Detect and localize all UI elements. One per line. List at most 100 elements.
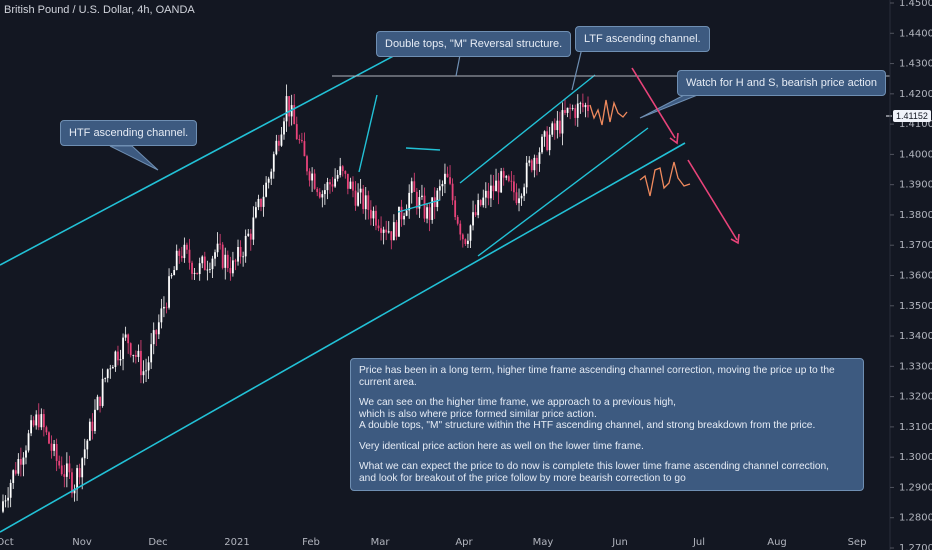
candle-body [239, 246, 242, 257]
candle-body [50, 443, 53, 451]
candle-body [17, 459, 20, 474]
candle-body [551, 123, 554, 135]
candle-body [553, 123, 556, 131]
candle-body [30, 420, 33, 434]
candle-body [507, 176, 510, 181]
candle-body [272, 154, 275, 172]
candle-body [255, 207, 257, 218]
annotation-htf-channel[interactable]: HTF ascending channel. [60, 120, 198, 146]
annotation-ltf-channel[interactable]: LTF ascending channel. [575, 26, 710, 52]
candle-body [438, 186, 441, 191]
candle-body [265, 182, 268, 197]
annotation-double-tops[interactable]: Double tops, "M" Reversal structure. [376, 31, 572, 57]
candle-body [165, 306, 168, 308]
candle-body [571, 108, 574, 109]
candle-body [352, 181, 354, 191]
candle-body [60, 465, 63, 475]
candle-body [482, 197, 485, 206]
candle-body [260, 198, 262, 207]
candle-body [196, 272, 199, 275]
candle-body [257, 198, 260, 208]
candle-body [206, 269, 209, 271]
candle-body [35, 414, 38, 426]
candle-body [390, 231, 393, 241]
candle-body [469, 225, 472, 241]
candle-body [334, 178, 336, 187]
candle-body [226, 254, 229, 269]
candle-body [94, 409, 96, 432]
y-tick-label: 1.43000 [899, 59, 932, 70]
candle-body [510, 180, 513, 182]
candle-body [76, 468, 78, 490]
candle-body [288, 96, 291, 117]
candle-body [500, 171, 503, 193]
candle-body [114, 351, 117, 368]
candle-body [88, 421, 91, 441]
candle-body [421, 195, 423, 198]
candle-body [183, 244, 186, 259]
bearish-arrowhead [669, 132, 679, 145]
candle-body [398, 206, 400, 237]
candle-body [520, 195, 523, 199]
candle-body [387, 231, 390, 233]
candle-body [497, 180, 500, 193]
candle-body [528, 160, 531, 163]
candle-body [280, 134, 283, 146]
double-top-leg [358, 94, 378, 173]
candle-body [163, 306, 165, 309]
candle-body [523, 187, 526, 196]
candle-body [140, 350, 142, 376]
candle-body [40, 414, 43, 428]
candle-body [132, 355, 135, 356]
summary-line: Very identical price action here as well… [359, 440, 644, 452]
y-tick-label: 1.31000 [899, 422, 932, 433]
candle-body [543, 131, 546, 137]
candle-body [316, 188, 319, 193]
candle-body [415, 191, 418, 209]
candle-body [359, 188, 362, 193]
bearish-arrowhead [730, 233, 740, 245]
bearish-arrow [631, 67, 676, 139]
candle-body [168, 276, 170, 308]
y-tick-label: 1.42000 [899, 89, 932, 100]
candle-body [22, 457, 25, 465]
y-tick-label: 1.27000 [899, 543, 932, 550]
summary-line: What we can expect the price to do now i… [359, 461, 829, 484]
candle-body [63, 474, 66, 477]
candle-body [53, 443, 55, 451]
candle-body [308, 171, 311, 181]
candle-body [42, 414, 45, 428]
candle-body [9, 482, 12, 498]
candle-body [400, 206, 403, 220]
candle-body [472, 212, 474, 226]
candle-body [405, 210, 408, 216]
candle-body [134, 355, 137, 357]
candlestick-series [2, 84, 589, 514]
candle-body [219, 243, 222, 245]
candle-body [73, 489, 76, 494]
candle-body [193, 272, 196, 274]
candle-body [298, 139, 301, 141]
candle-body [4, 500, 7, 502]
candle-body [344, 171, 347, 174]
candle-body [229, 268, 232, 274]
candle-body [576, 103, 579, 118]
candle-body [556, 120, 559, 131]
candle-body [117, 351, 119, 361]
candle-body [408, 192, 411, 211]
candle-body [505, 176, 508, 178]
double-top-neck [397, 199, 441, 213]
candle-body [173, 269, 176, 276]
candle-body [541, 136, 543, 153]
candle-body [431, 197, 434, 220]
htf-channel-lower [0, 142, 686, 533]
candle-body [68, 463, 71, 473]
candle-body [150, 344, 153, 363]
candle-body [538, 152, 541, 164]
candle-body [14, 470, 17, 474]
candle-body [474, 212, 477, 216]
annotation-head-shoulders[interactable]: Watch for H and S, bearish price action [677, 70, 886, 96]
candle-body [303, 141, 306, 157]
candle-body [295, 124, 298, 140]
